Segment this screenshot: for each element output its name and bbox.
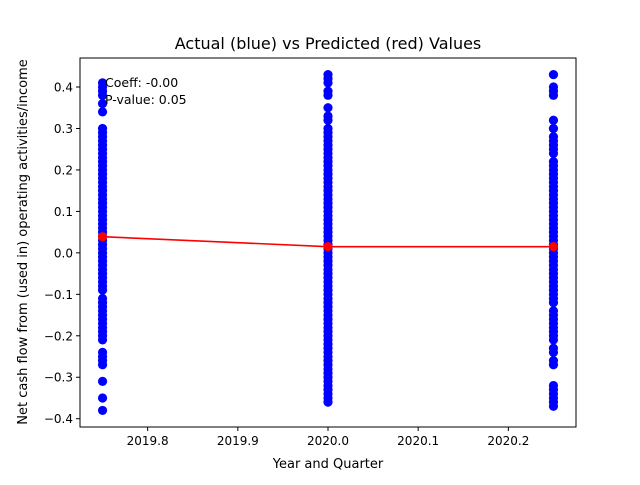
- actual-point: [97, 393, 108, 403]
- actual-point: [97, 335, 108, 345]
- x-tick-label: 2020.2: [487, 434, 529, 448]
- actual-point: [323, 397, 333, 407]
- y-tick-label: 0.1: [54, 205, 73, 219]
- actual-point: [97, 376, 108, 386]
- y-axis-label: Net cash flow from (used in) operating a…: [16, 59, 31, 424]
- y-tick-label: 0.4: [54, 81, 73, 95]
- x-tick-label: 2019.9: [217, 434, 259, 448]
- actual-point: [548, 90, 559, 100]
- y-tick-label: 0.2: [54, 163, 73, 177]
- y-tick-label: −0.1: [44, 288, 73, 302]
- actual-point: [548, 123, 559, 134]
- y-tick-label: 0.0: [54, 246, 73, 260]
- predicted-point: [548, 242, 559, 252]
- actual-point: [548, 401, 559, 411]
- plot-marks: [97, 69, 559, 416]
- actual-point: [97, 99, 108, 109]
- actual-point: [323, 115, 333, 125]
- x-tick-label: 2019.8: [127, 434, 169, 448]
- y-tick-label: −0.4: [44, 412, 73, 426]
- actual-point: [548, 335, 559, 345]
- predicted-point: [323, 242, 333, 252]
- actual-point: [323, 78, 333, 88]
- y-tick-label: 0.3: [54, 122, 73, 136]
- actual-point: [97, 360, 108, 370]
- x-tick-label: 2020.0: [307, 434, 349, 448]
- actual-point: [97, 285, 108, 295]
- actual-point: [97, 107, 108, 117]
- actual-point: [323, 103, 333, 113]
- actual-point: [97, 405, 108, 416]
- x-axis: 2019.8 2019.9 2020.0 2020.1 2020.2: [127, 427, 529, 448]
- actual-point: [323, 90, 333, 100]
- x-tick-label: 2020.1: [397, 434, 439, 448]
- predicted-point: [97, 232, 108, 242]
- annotation-coeff: Coeff: -0.00: [105, 75, 178, 90]
- actual-point: [548, 360, 559, 370]
- actual-point: [97, 90, 108, 100]
- actual-point: [548, 347, 559, 357]
- actual-point: [548, 115, 559, 125]
- annotation-p-value: P-value: 0.05: [105, 92, 187, 107]
- y-axis: −0.4 −0.3 −0.2 −0.1 0.0 0.1 0.2 0.3 0.4: [44, 81, 80, 426]
- actual-point: [548, 148, 559, 158]
- actual-point: [548, 298, 559, 308]
- actual-point: [548, 69, 559, 80]
- x-axis-label: Year and Quarter: [272, 457, 384, 472]
- y-tick-label: −0.3: [44, 371, 73, 385]
- y-tick-label: −0.2: [44, 329, 73, 343]
- chart-title: Actual (blue) vs Predicted (red) Values: [175, 34, 482, 53]
